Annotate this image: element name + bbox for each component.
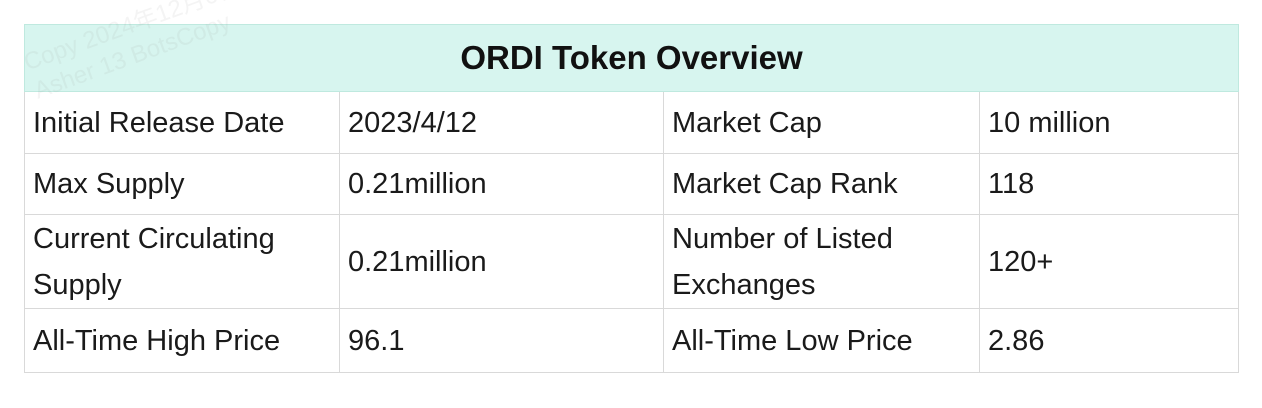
table-title: ORDI Token Overview	[23, 24, 1240, 92]
value-initial-release-date: 2023/4/12	[339, 91, 664, 154]
value-number-of-listed-exchanges: 120+	[978, 214, 1240, 309]
token-overview-table: ORDI Token Overview Initial Release Date…	[23, 24, 1240, 373]
value-market-cap-rank: 118	[978, 153, 1240, 215]
label-market-cap: Market Cap	[663, 91, 980, 154]
table-row: Max Supply 0.21million Market Cap Rank 1…	[24, 153, 1240, 215]
label-max-supply: Max Supply	[24, 153, 340, 215]
label-market-cap-rank: Market Cap Rank	[663, 153, 980, 215]
label-current-circulating-supply: Current Circulating Supply	[24, 214, 340, 309]
table-row: All-Time High Price 96.1 All-Time Low Pr…	[24, 308, 1240, 373]
table-row: Initial Release Date 2023/4/12 Market Ca…	[24, 91, 1240, 154]
label-number-of-listed-exchanges: Number of Listed Exchanges	[663, 214, 980, 309]
value-all-time-high-price: 96.1	[339, 308, 664, 373]
table-row: Current Circulating Supply 0.21million N…	[24, 214, 1240, 309]
label-all-time-low-price: All-Time Low Price	[663, 308, 980, 373]
value-market-cap: 10 million	[978, 91, 1240, 154]
value-current-circulating-supply: 0.21million	[339, 214, 664, 309]
value-all-time-low-price: 2.86	[978, 308, 1240, 373]
value-max-supply: 0.21million	[339, 153, 664, 215]
token-overview-sheet: ORDI Token Overview Initial Release Date…	[23, 24, 1240, 373]
label-all-time-high-price: All-Time High Price	[24, 308, 340, 373]
label-initial-release-date: Initial Release Date	[24, 91, 340, 154]
